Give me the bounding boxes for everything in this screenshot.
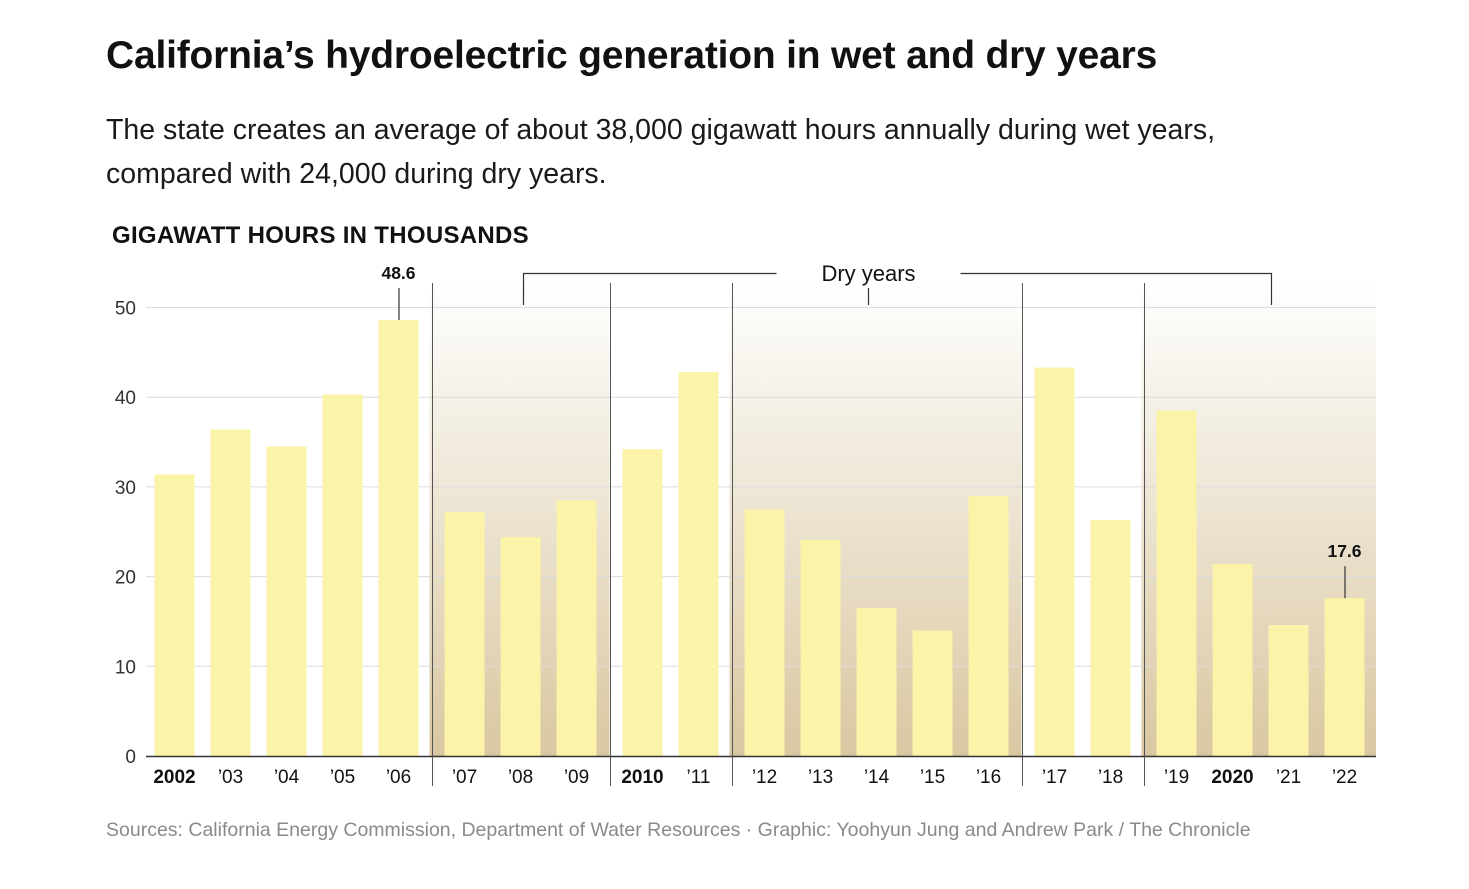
x-tick-label-17: ’17 [1042, 767, 1067, 788]
bar-21 [1268, 625, 1309, 756]
annotations: 48.6 17.6 Dry years [381, 261, 1362, 599]
y-tick-label-20: 20 [115, 568, 136, 589]
y-tick-label-30: 30 [115, 478, 136, 499]
bar-14 [856, 607, 897, 756]
y-tick-label-50: 50 [115, 299, 136, 320]
y-tick-label-0: 0 [125, 747, 136, 768]
x-tick-label-07: ’07 [452, 767, 477, 788]
bracket-left [522, 272, 777, 305]
x-tick-label-2002: 2002 [153, 767, 195, 788]
bar-05 [322, 394, 363, 756]
x-tick-label-15: ’15 [920, 767, 945, 788]
bar-13 [800, 539, 841, 756]
x-tick-label-08: ’08 [508, 767, 533, 788]
bar-17 [1034, 367, 1075, 756]
data-label-22: 17.6 [1327, 541, 1361, 561]
source-credit: Sources: California Energy Commission, D… [106, 819, 1251, 841]
bar-15 [912, 630, 953, 756]
data-label-06: 48.6 [381, 263, 415, 283]
dry-years-label: Dry years [821, 261, 915, 286]
x-tick-label-18: ’18 [1098, 767, 1123, 788]
bar-19 [1156, 410, 1197, 756]
x-tick-label-16: ’16 [976, 767, 1001, 788]
bar-09 [556, 500, 597, 756]
x-tick-label-05: ’05 [330, 767, 355, 788]
bar-series [154, 320, 1365, 756]
x-tick-label-2010: 2010 [621, 767, 663, 788]
dry-years-bracket [522, 272, 1273, 305]
axes: 0 10 20 30 40 50 2002 ’03 ’04 ’05 ’06 ’07 ’08 ’09 2010… [115, 283, 1376, 788]
bar-16 [968, 495, 1009, 756]
x-tick-label-14: ’14 [864, 767, 890, 788]
x-tick-label-13: ’13 [808, 767, 833, 788]
x-tick-label-22: ’22 [1332, 767, 1357, 788]
bar-06 [378, 320, 419, 756]
bar-22 [1324, 598, 1365, 756]
bar-08 [500, 537, 541, 756]
x-tick-label-19: ’19 [1164, 767, 1189, 788]
y-tick-label-10: 10 [115, 657, 136, 678]
bracket-right [960, 272, 1273, 305]
x-tick-label-2020: 2020 [1211, 767, 1253, 788]
chart-subtitle: The state creates an average of about 38… [106, 108, 1396, 196]
bar-2020 [1212, 564, 1253, 756]
bar-12 [744, 509, 785, 756]
chart-title: California’s hydroelectric generation in… [106, 34, 1158, 77]
y-tick-label-40: 40 [115, 388, 136, 409]
x-tick-label-06: ’06 [386, 767, 411, 788]
bar-18 [1090, 520, 1131, 756]
x-tick-label-03: ’03 [218, 767, 243, 788]
bar-2010 [622, 449, 663, 756]
y-axis-label: GIGAWATT HOURS IN THOUSANDS [112, 222, 529, 249]
subtitle-line-2: compared with 24,000 during dry years. [106, 158, 607, 190]
bar-03 [210, 429, 251, 756]
x-tick-label-04: ’04 [274, 767, 300, 788]
bar-07 [444, 512, 485, 756]
bar-2002 [154, 474, 195, 756]
x-tick-label-21: ’21 [1276, 767, 1301, 788]
x-tick-label-11: ’11 [687, 767, 711, 788]
x-tick-label-09: ’09 [564, 767, 589, 788]
bar-11 [678, 372, 719, 756]
x-tick-label-12: ’12 [752, 767, 777, 788]
bar-04 [266, 446, 307, 756]
subtitle-line-1: The state creates an average of about 38… [106, 114, 1216, 146]
